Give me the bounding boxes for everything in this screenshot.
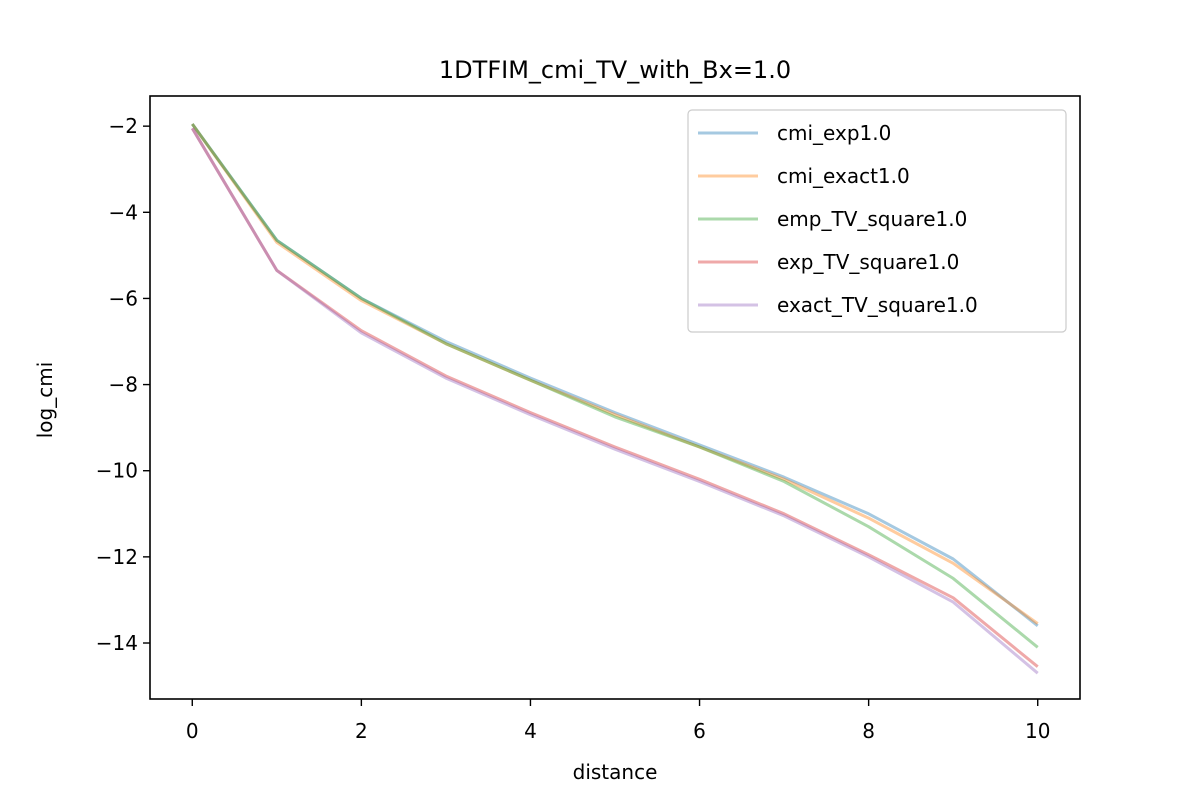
series-line-2	[191, 123, 1039, 625]
x-tick-label: 2	[355, 719, 368, 743]
y-tick-label: −10	[96, 459, 138, 483]
x-tick-label: 4	[524, 719, 537, 743]
x-tick-label: 10	[1025, 719, 1050, 743]
legend-label: exact_TV_square1.0	[777, 293, 978, 317]
legend-label: cmi_exp1.0	[777, 121, 891, 145]
y-axis: −2 −4 −6 −8 −10 −12 −14	[96, 114, 150, 655]
x-tick-label: 6	[693, 719, 706, 743]
series-line-1	[191, 123, 1039, 627]
legend-label: cmi_exact1.0	[777, 164, 910, 188]
chart-title: 1DTFIM_cmi_TV_with_Bx=1.0	[439, 56, 791, 84]
x-axis: 0 2 4 6 8 10	[186, 699, 1050, 743]
legend: cmi_exp1.0 cmi_exact1.0 emp_TV_square1.0ex…	[687, 109, 1067, 333]
series-layer	[191, 123, 1039, 675]
legend-label: emp_TV_square1.0	[777, 207, 967, 231]
y-tick-label: −2	[109, 114, 138, 138]
y-tick-label: −14	[96, 631, 138, 655]
series-line-5	[191, 127, 1039, 675]
y-tick-label: −8	[109, 373, 138, 397]
plot-frame	[149, 95, 1081, 700]
y-tick-label: −6	[109, 286, 138, 310]
legend-box	[687, 109, 1067, 333]
series-line-4	[191, 127, 1039, 668]
x-axis-label: distance	[573, 760, 658, 784]
y-tick-label: −12	[96, 545, 138, 569]
legend-label: exp_TV_square1.0	[777, 250, 959, 274]
x-tick-label: 8	[862, 719, 875, 743]
x-tick-label: 0	[186, 719, 199, 743]
y-tick-label: −4	[109, 200, 138, 224]
y-axis-label: log_cmi	[33, 362, 57, 439]
series-line-3	[191, 123, 1039, 649]
